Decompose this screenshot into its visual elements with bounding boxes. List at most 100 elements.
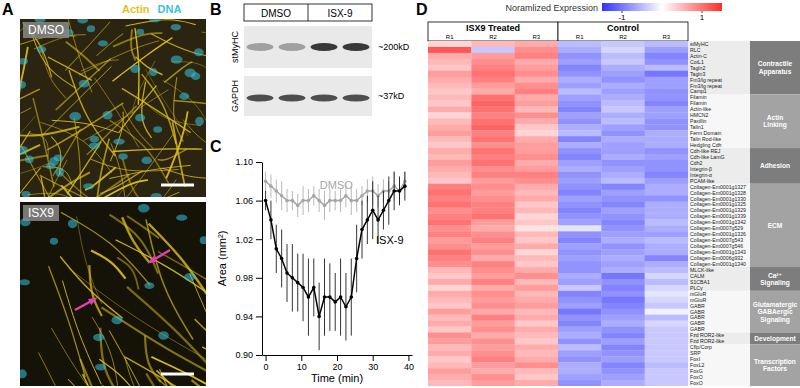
actin-fiber [51, 328, 119, 386]
heatmap-cell [471, 106, 515, 112]
nucleus [89, 136, 99, 143]
heatmap-cell [471, 100, 515, 106]
tick-label: 0.94 [235, 312, 253, 322]
heatmap-cell [601, 285, 645, 291]
heatmap-cell [515, 338, 559, 344]
actin-fiber [174, 101, 206, 112]
legend-entry: DNA [158, 3, 182, 15]
heatmap-cell [515, 124, 559, 130]
heatmap-cell [428, 338, 472, 344]
tick-mark [256, 162, 262, 163]
nucleus [153, 126, 162, 133]
tick-label: 20 [332, 362, 342, 372]
row-label: FoxO [690, 380, 703, 386]
micrograph [20, 202, 206, 386]
heatmap-cell [471, 214, 515, 220]
heatmap-cell [558, 261, 602, 267]
heatmap-cell [428, 71, 472, 77]
heatmap-cell [558, 106, 602, 112]
point [382, 208, 386, 212]
heatmap-cell [471, 380, 515, 386]
actin-fiber [83, 90, 168, 141]
heatmap-cell [558, 83, 602, 89]
row-group-label: Development [754, 335, 796, 343]
heatmap-cell [601, 362, 645, 368]
band [311, 43, 338, 51]
actin-fiber [172, 121, 185, 186]
heatmap-cell [515, 279, 559, 285]
heatmap-cell [558, 130, 602, 136]
heatmap-cell [645, 231, 688, 237]
point [344, 194, 348, 198]
point [398, 189, 402, 193]
nucleus [179, 93, 189, 100]
heatmap-cell [428, 368, 472, 374]
heatmap-cell [558, 291, 602, 297]
heatmap-cell [471, 59, 515, 65]
actin-fiber [20, 47, 28, 97]
point [301, 199, 305, 203]
row-label-band [688, 291, 750, 333]
heatmap-cell [471, 136, 515, 142]
heatmap-cell [601, 172, 645, 178]
heatmap-cell [428, 327, 472, 333]
heatmap-cell [515, 303, 559, 309]
heatmap-cell [471, 237, 515, 243]
nucleus [200, 236, 206, 244]
heatmap-cell [645, 65, 688, 71]
actin-fiber [111, 192, 179, 197]
heatmap-cell [471, 327, 515, 333]
heatmap-cell [515, 344, 559, 350]
heatmap-cell [558, 279, 602, 285]
heatmap-cell [645, 106, 688, 112]
heatmap-cell [601, 279, 645, 285]
heatmap-cell [471, 142, 515, 148]
heatmap-cell [515, 362, 559, 368]
colorbar [602, 3, 722, 11]
heatmap-cell [515, 315, 559, 321]
heatmap-cell [645, 184, 688, 190]
nucleus [69, 112, 81, 121]
heatmap-cell [428, 315, 472, 321]
tick-mark [266, 355, 267, 361]
heatmap-cell [515, 297, 559, 303]
heatmap-cell [515, 77, 559, 83]
heatmap-cell [558, 166, 602, 172]
heatmap-cell [645, 303, 688, 309]
heatmap-cell [558, 350, 602, 356]
heatmap-cell [645, 202, 688, 208]
heatmap-cell [645, 380, 688, 386]
heatmap-cell [645, 59, 688, 65]
heatmap-cell [428, 118, 472, 124]
nucleus [93, 334, 104, 341]
heatmap-cell [645, 219, 688, 225]
heatmap-cell [471, 368, 515, 374]
heatmap-cell [428, 344, 472, 350]
heatmap-cell [645, 154, 688, 160]
heatmap-cell [645, 112, 688, 118]
heatmap-cell [645, 285, 688, 291]
heatmap-cell [645, 291, 688, 297]
heatmap-cell [558, 356, 602, 362]
nucleus [171, 55, 183, 63]
heatmap-cell [515, 321, 559, 327]
heatmap-cell [515, 327, 559, 333]
actin-fiber [126, 20, 196, 26]
heatmap-cell [471, 273, 515, 279]
colorbar-tick-label: 1 [700, 13, 705, 22]
heatmap-cell [515, 100, 559, 106]
heatmap-cell [601, 65, 645, 71]
heatmap-cell [515, 130, 559, 136]
heatmap-cell [428, 202, 472, 208]
heatmap-cell [471, 196, 515, 202]
heatmap-cell [428, 196, 472, 202]
heatmap-cell [601, 309, 645, 315]
heatmap-cell [558, 53, 602, 59]
actin-fiber [202, 32, 206, 45]
nucleus [184, 273, 195, 281]
heatmap-cell [471, 303, 515, 309]
heatmap-cell [601, 106, 645, 112]
actin-fiber [109, 331, 161, 386]
actin-fiber [113, 149, 203, 152]
heatmap-cell [601, 214, 645, 220]
